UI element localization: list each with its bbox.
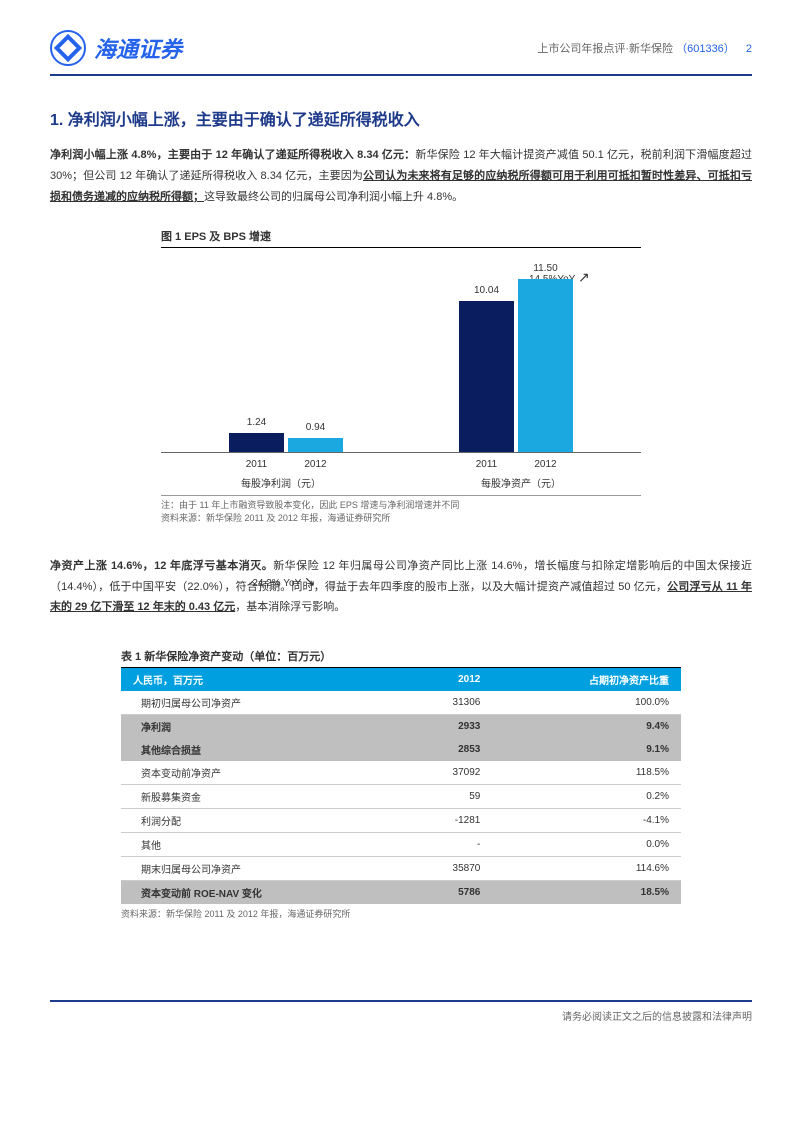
table-column-header: 占期初净资产比重 [492, 668, 681, 691]
table-1: 表 1 新华保险净资产变动（单位：百万元） 人民币，百万元2012占期初净资产比… [121, 648, 681, 920]
table-row: 期末归属母公司净资产35870114.6% [121, 857, 681, 881]
table-cell: 100.0% [492, 691, 681, 715]
table-row: 资本变动前净资产37092118.5% [121, 761, 681, 785]
bar-group: -24.2% YoY ↘1.2420110.942012 [229, 433, 343, 452]
table-cell: 59 [398, 785, 492, 809]
section-title: 1. 净利润小幅上涨，主要由于确认了递延所得税收入 [50, 106, 752, 130]
doc-type: 上市公司年报点评·新华保险 [537, 43, 673, 55]
table-row: 其他综合损益28539.1% [121, 738, 681, 761]
table-cell: 5786 [398, 881, 492, 905]
chart-plot-area: -24.2% YoY ↘1.2420110.94201214.5%YoY ↗10… [161, 253, 641, 453]
table-cell: 净利润 [121, 715, 398, 739]
axis-group-label: 每股净资产（元） [481, 475, 561, 490]
table-cell: 2933 [398, 715, 492, 739]
table-column-header: 人民币，百万元 [121, 668, 398, 691]
bar-value-label: 1.24 [247, 417, 266, 428]
bar-value-label: 0.94 [306, 422, 325, 433]
table-row: 新股募集资金590.2% [121, 785, 681, 809]
chart-bar: 10.042011 [459, 301, 514, 452]
table-cell: 114.6% [492, 857, 681, 881]
chart-note-2: 资料来源：新华保险 2011 及 2012 年报，海通证券研究所 [161, 512, 641, 526]
footer-text: 请务必阅读正文之后的信息披露和法律声明 [562, 1012, 752, 1023]
table-column-header: 2012 [398, 668, 492, 691]
table-cell: -4.1% [492, 809, 681, 833]
page-footer: 请务必阅读正文之后的信息披露和法律声明 [50, 1000, 752, 1023]
table-cell: 9.1% [492, 738, 681, 761]
table-cell: 期末归属母公司净资产 [121, 857, 398, 881]
chart-figure-1: 图 1 EPS 及 BPS 增速 -24.2% YoY ↘1.2420110.9… [161, 228, 641, 526]
table-cell: 新股募集资金 [121, 785, 398, 809]
chart-annotation: -24.2% YoY ↘ [249, 573, 316, 590]
logo-icon [50, 30, 86, 66]
chart-title: 图 1 EPS 及 BPS 增速 [161, 228, 641, 248]
p2-lead: 净资产上涨 14.6%，12 年底浮亏基本消灭。 [50, 560, 273, 572]
table-cell: 2853 [398, 738, 492, 761]
p1-lead: 净利润小幅上涨 4.8%，主要由于 12 年确认了递延所得税收入 8.34 亿元… [50, 149, 415, 161]
chart-note: 注：由于 11 年上市融资导致股本变化，因此 EPS 增速与净利润增速并不同 资… [161, 495, 641, 526]
table-source: 资料来源：新华保险 2011 及 2012 年报，海通证券研究所 [121, 904, 681, 920]
chart-axis-labels: 每股净利润（元） 每股净资产（元） [161, 475, 641, 490]
table-body: 期初归属母公司净资产31306100.0%净利润29339.4%其他综合损益28… [121, 691, 681, 904]
bar-value-label: 10.04 [474, 285, 499, 296]
table-cell: 0.0% [492, 833, 681, 857]
chart-bar: 1.242011 [229, 433, 284, 452]
table-row: 净利润29339.4% [121, 715, 681, 739]
table-cell: 18.5% [492, 881, 681, 905]
page-header: 海通证券 上市公司年报点评·新华保险 （601336） 2 [50, 30, 752, 76]
table-cell: 35870 [398, 857, 492, 881]
paragraph-2: 净资产上涨 14.6%，12 年底浮亏基本消灭。新华保险 12 年归属母公司净资… [50, 556, 752, 619]
logo-text: 海通证券 [94, 32, 182, 64]
logo: 海通证券 [50, 30, 182, 66]
net-asset-table: 人民币，百万元2012占期初净资产比重 期初归属母公司净资产31306100.0… [121, 668, 681, 904]
table-title: 表 1 新华保险净资产变动（单位：百万元） [121, 648, 681, 668]
table-cell: -1281 [398, 809, 492, 833]
table-cell: 其他 [121, 833, 398, 857]
header-meta: 上市公司年报点评·新华保险 （601336） 2 [537, 40, 752, 56]
bar-x-label: 2012 [534, 459, 556, 470]
table-cell: 其他综合损益 [121, 738, 398, 761]
table-cell: 0.2% [492, 785, 681, 809]
p1-text-b: 这导致最终公司的归属母公司净利润小幅上升 4.8%。 [204, 191, 463, 203]
table-row: 其他-0.0% [121, 833, 681, 857]
bar-value-label: 11.50 [533, 263, 557, 274]
axis-group-label: 每股净利润（元） [241, 475, 321, 490]
bar-x-label: 2011 [476, 459, 498, 470]
stock-code: （601336） [676, 43, 735, 55]
table-row: 期初归属母公司净资产31306100.0% [121, 691, 681, 715]
table-cell: 118.5% [492, 761, 681, 785]
table-cell: 期初归属母公司净资产 [121, 691, 398, 715]
table-cell: 资本变动前净资产 [121, 761, 398, 785]
table-cell: 9.4% [492, 715, 681, 739]
bar-x-label: 2012 [304, 459, 326, 470]
chart-bar: 0.942012 [288, 438, 343, 452]
table-cell: 利润分配 [121, 809, 398, 833]
chart-bar: 11.502012 [518, 279, 573, 452]
table-cell: - [398, 833, 492, 857]
bar-group: 14.5%YoY ↗10.04201111.502012 [459, 279, 573, 452]
paragraph-1: 净利润小幅上涨 4.8%，主要由于 12 年确认了递延所得税收入 8.34 亿元… [50, 145, 752, 208]
table-header-row: 人民币，百万元2012占期初净资产比重 [121, 668, 681, 691]
table-row: 资本变动前 ROE-NAV 变化578618.5% [121, 881, 681, 905]
table-cell: 37092 [398, 761, 492, 785]
bar-x-label: 2011 [246, 459, 268, 470]
chart-note-1: 注：由于 11 年上市融资导致股本变化，因此 EPS 增速与净利润增速并不同 [161, 499, 641, 513]
table-row: 利润分配-1281-4.1% [121, 809, 681, 833]
table-cell: 31306 [398, 691, 492, 715]
page-number: 2 [746, 43, 752, 55]
table-cell: 资本变动前 ROE-NAV 变化 [121, 881, 398, 905]
p2-text-b: ，基本消除浮亏影响。 [235, 601, 345, 613]
